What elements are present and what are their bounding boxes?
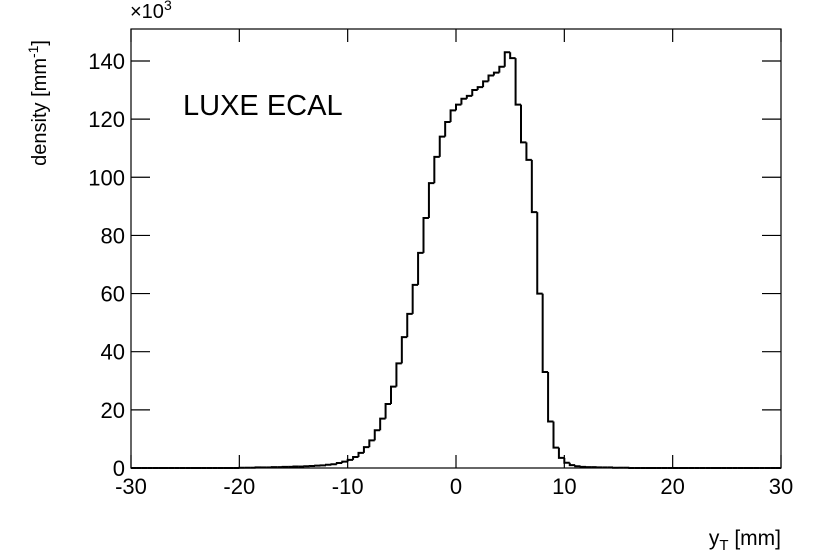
y-multiplier-exponent: 3: [164, 0, 172, 13]
y-tick-label: 100: [88, 165, 125, 190]
y-tick-label: 40: [101, 340, 125, 365]
y-axis-title-main: density [mm: [29, 58, 51, 166]
y-tick-label: 60: [101, 282, 125, 307]
histogram-bin: [438, 135, 446, 157]
histogram-bin: [520, 104, 527, 144]
histogram-bin: [384, 403, 391, 419]
y-tick-label: 0: [113, 456, 125, 481]
histogram-bin: [563, 457, 570, 464]
histogram-bin: [503, 51, 511, 67]
histogram-bin: [444, 121, 451, 137]
histogram-bin: [357, 451, 364, 457]
x-tick-label: -20: [223, 474, 255, 499]
histogram-bin: [330, 463, 337, 466]
histogram-bin: [514, 58, 521, 106]
histogram-bin: [335, 462, 343, 465]
x-tick-label: -30: [115, 474, 147, 499]
histogram-bin: [411, 283, 419, 314]
y-multiplier-base: ×10: [130, 1, 164, 23]
histogram-bin: [579, 465, 586, 468]
histogram-bin: [460, 97, 467, 105]
y-tick-label: 120: [88, 107, 125, 132]
histogram-bin: [487, 74, 494, 82]
histogram-bin: [530, 159, 538, 214]
histogram-bin: [476, 86, 484, 91]
histogram-bin: [482, 80, 489, 88]
histogram-bin: [557, 447, 565, 459]
annotation: LUXE ECAL: [183, 90, 343, 122]
histogram-bin: [406, 312, 413, 338]
histogram-bin: [498, 65, 505, 73]
histogram-bin: [492, 71, 500, 76]
x-tick-label: 30: [769, 474, 793, 499]
histogram-bin: [352, 455, 359, 460]
histogram-bin: [471, 89, 478, 96]
histogram-bin: [525, 142, 532, 161]
histogram-bin: [373, 429, 381, 441]
histogram-bin: [368, 439, 375, 448]
x-tick-label: -10: [332, 474, 364, 499]
histogram-bin: [346, 458, 354, 462]
x-axis-title: yT [mm]: [709, 527, 781, 554]
histogram-bin: [433, 155, 440, 184]
x-axis-title-main: y: [709, 527, 720, 550]
y-tick-label: 80: [101, 223, 125, 248]
y-axis-title-rest: ]: [29, 40, 51, 46]
histogram-bin: [395, 362, 402, 387]
histogram-bin: [400, 336, 408, 364]
x-tick-label: 0: [450, 474, 462, 499]
histogram-bin: [427, 182, 435, 218]
histogram-bin: [417, 251, 424, 285]
histogram-bin: [341, 460, 348, 464]
histogram-bin: [509, 52, 516, 60]
histogram-bin: [465, 94, 473, 99]
histogram-bin: [422, 216, 429, 253]
y-tick-label: 140: [88, 49, 125, 74]
histogram-bin: [552, 421, 559, 449]
histogram-bin: [325, 463, 332, 466]
y-axis-title-sup: -1: [25, 45, 41, 58]
x-tick-label: 20: [660, 474, 684, 499]
x-tick-label: 10: [552, 474, 576, 499]
histogram-bin: [541, 293, 549, 374]
y-tick-label: 20: [101, 398, 125, 423]
histogram-bin: [568, 462, 576, 467]
histogram-bin: [574, 465, 581, 468]
histogram-bin: [455, 103, 462, 111]
histogram-bin: [536, 212, 543, 295]
histogram-bin: [449, 109, 456, 123]
histogram-bin: [547, 372, 554, 423]
histogram-bin: [362, 446, 370, 453]
histogram-bin: [390, 385, 397, 405]
x-axis-title-rest: [mm]: [729, 527, 782, 550]
x-axis-title-sub: T: [719, 537, 728, 554]
histogram-bin: [379, 417, 386, 431]
y-multiplier: ×103: [130, 0, 172, 23]
y-axis-title: density [mm-1]: [25, 40, 51, 166]
